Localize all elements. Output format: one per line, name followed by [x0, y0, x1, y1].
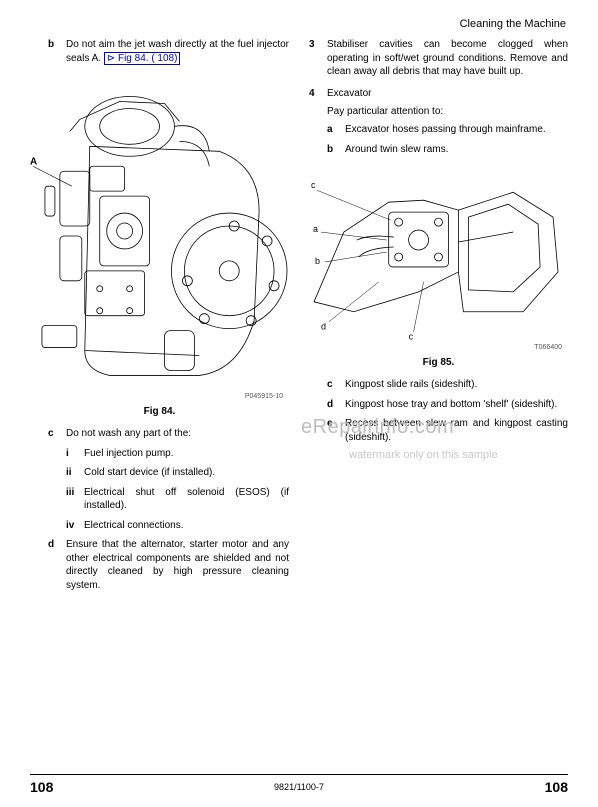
bullet-i: i	[66, 447, 84, 461]
bullet-b: b	[48, 38, 66, 65]
fig84-code-row: P045915-10	[30, 393, 289, 400]
bullet-b-r: b	[327, 143, 345, 157]
bullet-d-r: d	[327, 398, 345, 412]
item-d: d Ensure that the alternator, starter mo…	[30, 538, 289, 592]
bullet-c-r: c	[327, 378, 345, 392]
item-c-iii-text: Electrical shut off solenoid (ESOS) (if …	[84, 486, 289, 513]
svg-text:a: a	[313, 224, 318, 234]
item-4e: e Recess between slew ram and kingpost c…	[309, 417, 568, 444]
bullet-iv: iv	[66, 519, 84, 533]
item-c: c Do not wash any part of the:	[30, 427, 289, 441]
left-column: b Do not aim the jet wash directly at th…	[30, 38, 289, 598]
excavator-diagram-svg: c a b d c	[309, 162, 568, 342]
item-4c: c Kingpost slide rails (sideshift).	[309, 378, 568, 392]
item-c-ii-text: Cold start device (if installed).	[84, 466, 289, 480]
svg-text:b: b	[315, 256, 320, 266]
item-c-text: Do not wash any part of the:	[66, 427, 289, 441]
fig85-code-row: T066400	[309, 344, 568, 351]
item-4a: a Excavator hoses passing through mainfr…	[309, 123, 568, 137]
engine-diagram-svg: A	[30, 71, 289, 391]
svg-text:d: d	[321, 322, 326, 332]
item-4d-text: Kingpost hose tray and bottom 'shelf' (s…	[345, 398, 568, 412]
item-c-ii: ii Cold start device (if installed).	[30, 466, 289, 480]
bullet-3: 3	[309, 38, 327, 79]
fig85-code: T066400	[534, 344, 562, 351]
item-3: 3 Stabiliser cavities can become clogged…	[309, 38, 568, 79]
item-c-iii: iii Electrical shut off solenoid (ESOS) …	[30, 486, 289, 513]
page-number-left: 108	[30, 779, 53, 795]
item-4-text: Excavator	[327, 87, 568, 101]
item-c-iv: iv Electrical connections.	[30, 519, 289, 533]
item-d-text: Ensure that the alternator, starter moto…	[66, 538, 289, 592]
item-4d: d Kingpost hose tray and bottom 'shelf' …	[309, 398, 568, 412]
fig84-code: P045915-10	[245, 393, 283, 400]
watermark-note: watermark only on this sample	[349, 449, 498, 461]
page-header: Cleaning the Machine	[30, 18, 568, 30]
pay-attention: Pay particular attention to:	[327, 106, 568, 117]
item-4b: b Around twin slew rams.	[309, 143, 568, 157]
svg-text:c: c	[409, 332, 414, 342]
item-4c-text: Kingpost slide rails (sideshift).	[345, 378, 568, 392]
figure-85: c a b d c	[309, 162, 568, 342]
figure-84: A	[30, 71, 289, 391]
item-4b-text: Around twin slew rams.	[345, 143, 568, 157]
bullet-c: c	[48, 427, 66, 441]
bullet-ii: ii	[66, 466, 84, 480]
fig84-caption: Fig 84.	[30, 406, 289, 417]
page-footer: 108 9821/1100-7 108	[30, 774, 568, 795]
content-columns: b Do not aim the jet wash directly at th…	[30, 38, 568, 598]
svg-text:c: c	[311, 180, 316, 190]
item-4: 4 Excavator	[309, 87, 568, 101]
fig85-caption: Fig 85.	[309, 357, 568, 368]
right-column: 3 Stabiliser cavities can become clogged…	[309, 38, 568, 598]
item-c-iv-text: Electrical connections.	[84, 519, 289, 533]
bullet-a: a	[327, 123, 345, 137]
bullet-d-left: d	[48, 538, 66, 592]
item-c-i-text: Fuel injection pump.	[84, 447, 289, 461]
item-b-text: Do not aim the jet wash directly at the …	[66, 38, 289, 65]
bullet-4: 4	[309, 87, 327, 101]
fig84-label-a: A	[30, 156, 37, 167]
doc-number: 9821/1100-7	[274, 782, 324, 792]
item-4a-text: Excavator hoses passing through mainfram…	[345, 123, 568, 137]
page-number-right: 108	[545, 779, 568, 795]
bullet-iii: iii	[66, 486, 84, 513]
item-c-i: i Fuel injection pump.	[30, 447, 289, 461]
item-b: b Do not aim the jet wash directly at th…	[30, 38, 289, 65]
item-3-text: Stabiliser cavities can become clogged w…	[327, 38, 568, 79]
item-4e-text: Recess between slew ram and kingpost cas…	[345, 417, 568, 444]
bullet-e: e	[327, 417, 345, 444]
fig84-link[interactable]: ⊳ Fig 84. ( 108)	[104, 52, 181, 65]
